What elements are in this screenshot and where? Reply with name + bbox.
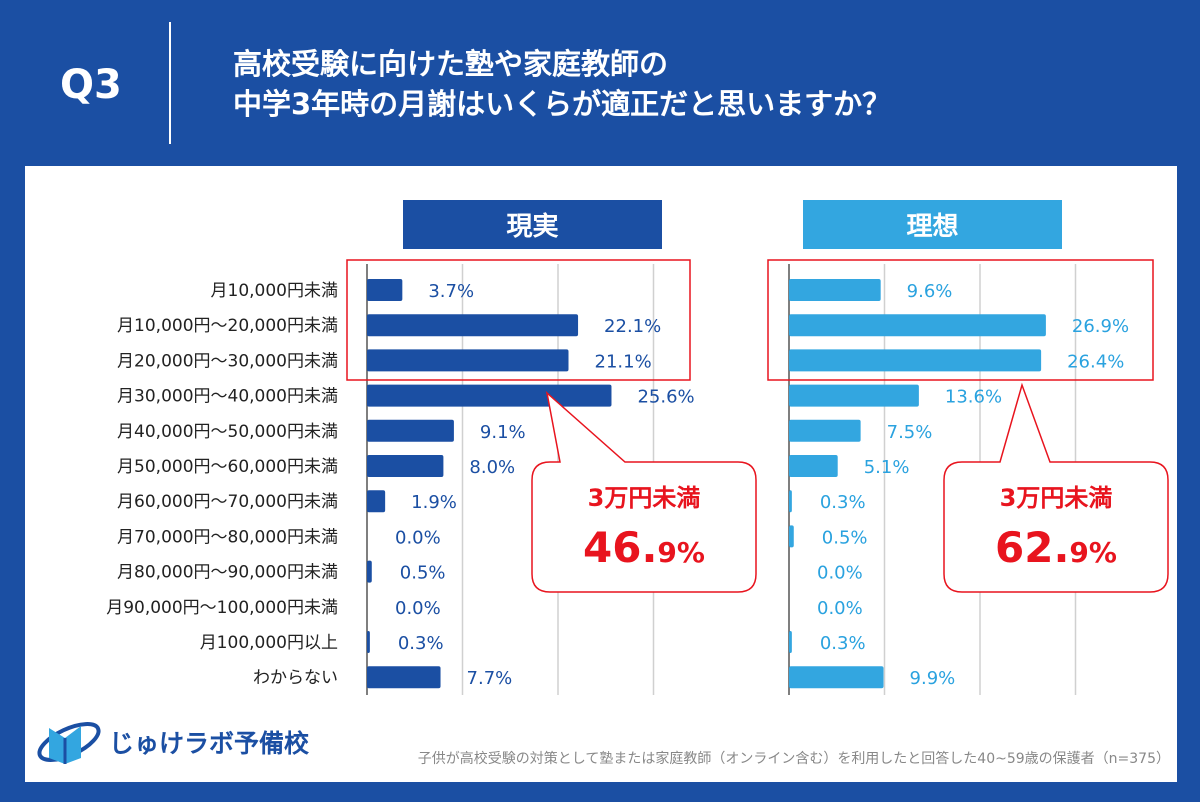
book-logo-icon [37,722,101,764]
callout-bubble [531,390,757,593]
bar-ideal [789,525,794,548]
footnote: 子供が高校受験の対策として塾または家庭教師（オンライン含む）を利用したと回答した… [417,751,1170,767]
data-label: 26.4% [1067,351,1124,372]
bar-ideal [789,349,1042,372]
category-label: 月80,000円～90,000円未満 [117,563,338,583]
bar-reality [367,384,612,407]
bar-reality [367,666,441,689]
page-title: 高校受験に向けた塾や家庭教師の 中学3年時の月謝はいくらが適正だと思いますか？ [233,44,891,124]
highlight-box-ideal [767,259,1154,381]
bar-reality [367,631,370,653]
callout-bubble [943,382,1169,593]
callout-value: 46.9% [583,523,705,572]
category-label: 月10,000円～20,000円未満 [117,316,338,336]
data-label: 3.7% [428,281,474,302]
bar-ideal [789,419,861,442]
data-label: 0.0% [395,527,441,548]
highlight-box-reality [346,259,691,381]
bar-reality [367,560,372,583]
bar-ideal [789,314,1046,337]
data-label: 5.1% [864,457,910,478]
bar-reality [367,314,579,337]
data-label: 25.6% [637,387,694,408]
callout-label: 3万円未満 [1000,484,1113,512]
data-label: 0.0% [395,598,441,619]
callout-value-decimal: 9% [1069,536,1117,569]
bar-reality [367,349,569,372]
category-label: 月90,000円～100,000円未満 [106,598,338,618]
logo-text: じゅけラボ予備校 [109,729,310,758]
category-label: 月40,000円～50,000円未満 [117,422,338,442]
bar-ideal [789,631,792,653]
bar-ideal [789,279,881,301]
category-label: 月60,000円～70,000円未満 [117,492,338,512]
category-label: 月70,000円～80,000円未満 [117,527,338,547]
data-label: 7.5% [887,422,933,443]
data-label: 9.6% [907,281,953,302]
title-line-2: 中学3年時の月謝はいくらが適正だと思いますか？ [233,87,892,121]
callout-value-main: 62. [995,523,1069,572]
category-label: 月20,000円～30,000円未満 [117,351,338,371]
data-label: 0.0% [817,598,863,619]
series-header-reality: 現実 [403,200,662,249]
data-label: 0.0% [817,563,863,584]
bar-reality [367,490,386,513]
logo: じゅけラボ予備校 [35,718,309,766]
category-label: 月100,000円以上 [200,633,338,653]
bar-ideal [789,490,792,513]
callout-label: 3万円未満 [588,484,701,512]
callout-value: 62.9% [995,523,1117,572]
data-label: 8.0% [469,457,515,478]
title-line-1: 高校受験に向けた塾や家庭教師の [233,47,669,81]
data-label: 22.1% [604,316,661,337]
data-label: 0.5% [400,563,446,584]
data-label: 7.7% [467,668,513,689]
category-label: 月50,000円～60,000円未満 [117,457,338,477]
bar-ideal [789,666,884,689]
data-label: 0.5% [822,527,868,548]
bar-reality [367,279,403,301]
data-label: 13.6% [945,387,1002,408]
divider [169,22,171,144]
question-number: Q3 [60,62,122,108]
data-label: 9.9% [910,668,956,689]
bar-ideal [789,384,919,407]
category-label: 月10,000円未満 [211,281,338,301]
bar-reality [367,455,444,477]
data-label: 21.1% [595,351,652,372]
data-label: 0.3% [398,633,444,654]
data-label: 0.3% [820,633,866,654]
data-label: 9.1% [480,422,526,443]
data-label: 0.3% [820,492,866,513]
series-header-ideal: 理想 [803,200,1062,249]
category-label: 月30,000円～40,000円未満 [117,387,338,407]
callout-value-decimal: 9% [657,536,705,569]
category-label: わからない [253,668,338,688]
bar-reality [367,419,454,442]
callout-value-main: 46. [583,523,657,572]
data-label: 1.9% [411,492,457,513]
data-label: 26.9% [1072,316,1129,337]
bar-ideal [789,455,838,477]
